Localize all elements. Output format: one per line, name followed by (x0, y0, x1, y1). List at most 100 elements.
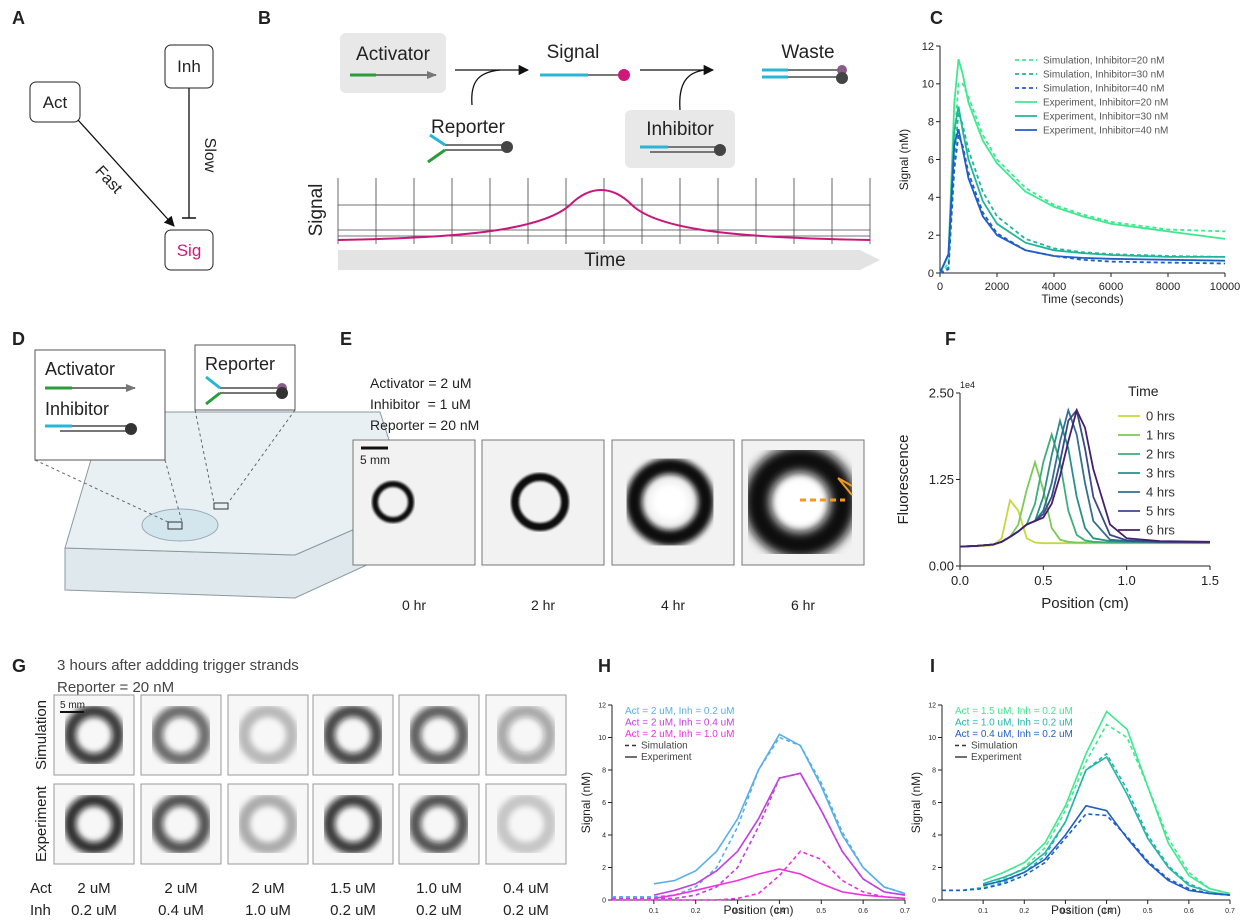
chart: 0246810120.10.20.30.40.50.60.7Position (… (909, 702, 1235, 917)
legend-label: Act = 2 uM, Inh = 1.0 uM (625, 729, 735, 740)
legend-label: Experiment, Inhibitor=20 nM (1043, 98, 1168, 109)
y-tick-label: 2 (602, 865, 606, 872)
legend-label: 3 hrs (1146, 466, 1175, 481)
species-label: Activator (45, 359, 115, 379)
panel-label: E (340, 329, 352, 349)
param-value: 2 uM (164, 880, 197, 897)
x-tick-label: 0.7 (1225, 908, 1235, 915)
network-diagram: Act Inh Sig Fast Slow (30, 45, 218, 270)
x-tick-label: 0.6 (1184, 908, 1194, 915)
param-value: 1.0 uM (245, 902, 291, 919)
y-tick-label: 8 (602, 767, 606, 774)
quencher (714, 144, 726, 156)
y-axis-label: Signal (nM) (897, 129, 911, 190)
ring-core (652, 484, 688, 520)
y-tick-label: 4 (602, 832, 606, 839)
x-axis-label: Position (cm) (723, 903, 793, 917)
row-label: Experiment (33, 785, 50, 862)
param-value: 0.4 uM (503, 880, 549, 897)
y-tick-label: 12 (928, 702, 936, 709)
x-tick-label: 0.2 (691, 908, 701, 915)
param-value: 2 uM (77, 880, 110, 897)
series-line (612, 773, 905, 898)
y-tick-label: 8 (932, 767, 936, 774)
y-tick-label: 8 (928, 117, 934, 129)
species-label: Reporter (431, 117, 506, 138)
legend-label: Simulation (641, 741, 688, 752)
page: A B C D E F G H I Act Inh Sig Fast Slow … (0, 0, 1245, 920)
x-axis-label: Position (cm) (1051, 903, 1121, 917)
y-axis-label: Fluorescence (895, 434, 912, 524)
species-label: Signal (547, 42, 600, 63)
x-tick-label: 0.5 (1143, 908, 1153, 915)
series-line (942, 754, 1230, 895)
y-tick-label: 0 (602, 897, 606, 904)
node-label: Sig (177, 241, 202, 260)
species-label: Inhibitor (646, 119, 714, 140)
x-axis-label: Position (cm) (1041, 595, 1129, 612)
time-label: 6 hr (791, 597, 815, 613)
time-label: 4 hr (661, 597, 685, 613)
y-tick-label: 2 (928, 230, 934, 242)
chart: 0246810120.10.20.30.40.50.60.7Position (… (579, 702, 910, 917)
quencher (836, 72, 848, 84)
legend-label: 5 hrs (1146, 504, 1175, 519)
legend-label: Experiment (641, 752, 692, 763)
legend-label: Act = 1.0 uM, Inh = 0.2 uM (955, 718, 1073, 729)
quencher (501, 141, 513, 153)
y-axis-label: Signal (nM) (909, 772, 923, 833)
legend-label: Experiment (971, 752, 1022, 763)
time-lapse: Activator = 2 uM Inhibitor = 1 uM Report… (353, 375, 864, 613)
legend-label: Simulation, Inhibitor=20 nM (1043, 56, 1164, 67)
x-tick-label: 2000 (985, 281, 1009, 293)
grid-subtitle: Reporter = 20 nM (57, 679, 174, 696)
condition-text: Reporter = 20 nM (370, 417, 479, 433)
legend-label: Act = 2 uM, Inh = 0.4 uM (625, 718, 735, 729)
reaction-arrow (472, 70, 500, 105)
y-tick-label: 2.50 (929, 386, 954, 401)
quencher (276, 387, 288, 399)
param-value: 0.2 uM (503, 902, 549, 919)
micrograph (482, 440, 604, 565)
panel-label: D (12, 329, 25, 349)
x-tick-label: 10000 (1210, 281, 1241, 293)
y-tick-label: 6 (602, 800, 606, 807)
x-tick-label: 0.0 (951, 573, 969, 588)
node-label: Inh (177, 57, 201, 76)
panel-label: G (12, 656, 26, 676)
param-value: 0.2 uM (330, 902, 376, 919)
x-tick-label: 8000 (1156, 281, 1180, 293)
scale-label: 5 mm (60, 700, 85, 711)
legend-label: 1 hrs (1146, 428, 1175, 443)
x-tick-label: 0.1 (978, 908, 988, 915)
image-grid: 3 hours after addding trigger strands Re… (30, 657, 566, 919)
species-label: Activator (356, 44, 431, 65)
param-value: 1.5 uM (330, 880, 376, 897)
legend-label: Act = 2 uM, Inh = 0.2 uM (625, 706, 735, 717)
y-tick-label: 6 (932, 800, 936, 807)
condition-text: Inhibitor = 1 uM (370, 396, 471, 412)
axis-label: Signal (306, 184, 327, 237)
ring-core (776, 478, 824, 526)
param-value: 1.0 uM (416, 880, 462, 897)
edge-label: Slow (201, 138, 218, 173)
schematic-grid (338, 178, 870, 244)
x-axis-label: Time (seconds) (1041, 292, 1123, 306)
legend-label: 0 hrs (1146, 409, 1175, 424)
species-label: Waste (781, 42, 834, 63)
y-tick-label: 6 (928, 154, 934, 166)
offset-text: 1e4 (960, 380, 975, 390)
x-tick-label: 0.5 (1034, 573, 1052, 588)
edge-label: Fast (91, 163, 125, 198)
panel-label: C (930, 8, 943, 28)
reaction-arrow (680, 70, 705, 110)
legend-label: Simulation, Inhibitor=40 nM (1043, 84, 1164, 95)
grid-title: 3 hours after addding trigger strands (57, 657, 299, 674)
reaction-diagram: Activator Reporter Signal Inhibitor Wast… (306, 33, 880, 271)
series-line (654, 773, 905, 895)
param-value: 0.2 uM (416, 902, 462, 919)
scale-label: 5 mm (360, 453, 390, 467)
panel-label: I (930, 656, 935, 676)
y-tick-label: 10 (928, 735, 936, 742)
legend-label: Experiment, Inhibitor=40 nM (1043, 126, 1168, 137)
